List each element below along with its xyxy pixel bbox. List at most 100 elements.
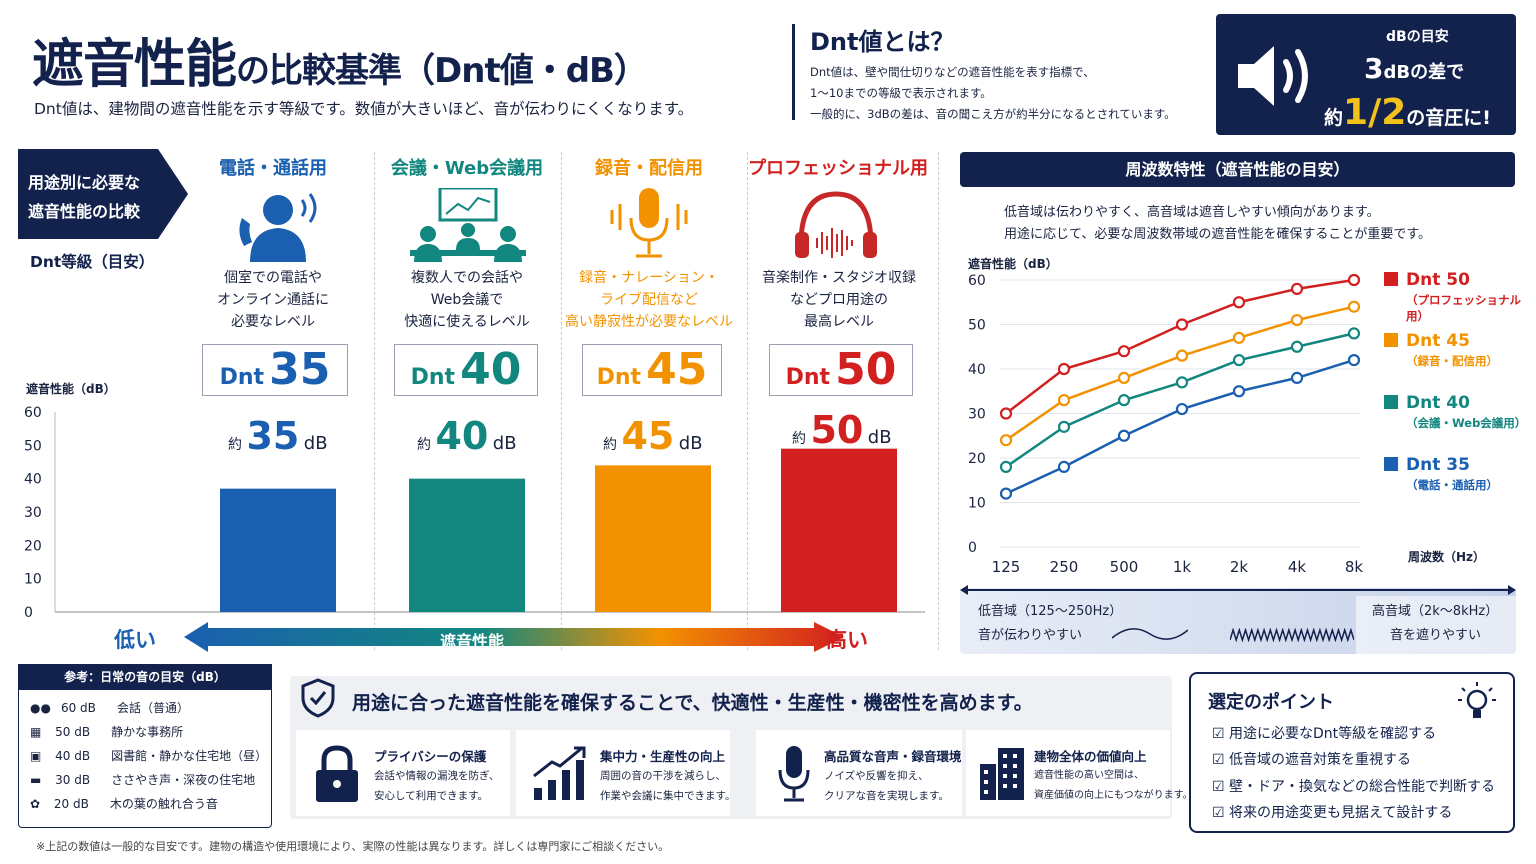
checkbox-icon: ☑ [1212, 726, 1230, 742]
legend-dnt40: Dnt 40 [1384, 393, 1470, 413]
approx-db-45: 約 45 dB [603, 414, 703, 458]
series-point [1117, 345, 1131, 358]
legend-dnt35: Dnt 35 [1384, 455, 1470, 475]
high-band-desc: 音を遮りやすい [1390, 628, 1482, 643]
selection-item: ☑ 壁・ドア・換気などの総合性能で判断する [1212, 779, 1496, 795]
scale-high-label: 高い [826, 628, 868, 652]
benefit-desc: ノイズや反響を抑え、 クリアな音を実現します。 [824, 770, 949, 802]
bar-y-tick: 10 [24, 572, 42, 588]
dnt-badge-45: Dnt 45 [582, 344, 722, 396]
footnote: ※上記の数値は一般的な目安です。建物の構造や使用環境により、実際の性能は異なりま… [36, 840, 670, 853]
bar [220, 488, 336, 612]
reference-row: ●● 60 dB 会話（普通） [30, 701, 189, 715]
approx-db-35: 約 35 dB [228, 414, 328, 458]
benefit-card [516, 730, 730, 816]
series-point [999, 460, 1013, 473]
benefit-title: 集中力・生産性の向上 [600, 749, 726, 764]
line-y-tick: 40 [968, 362, 986, 378]
benefit-desc: 遮音性能の高い空間は、 資産価値の向上にもつながります。 [1034, 770, 1193, 801]
line-x-tick: 8k [1345, 558, 1364, 576]
high-wave-icon [1230, 628, 1354, 642]
bar-y-tick: 20 [24, 538, 42, 554]
column-separator [747, 152, 748, 650]
line-chart: 0 10 20 30 40 50 60 125 250 500 1k 2k 4k 8k [968, 273, 1364, 576]
dnt-grade-label: Dnt等級（目安） [30, 253, 155, 271]
column-separator [561, 152, 562, 650]
bar-chart: 0 10 20 30 40 50 60 [24, 405, 925, 620]
checkbox-icon: ☑ [1212, 805, 1230, 821]
lightbulb-icon [1458, 682, 1496, 718]
frequency-note: 用途に応じて、必要な周波数帯域の遮音性能を確保することが重要です。 [1004, 227, 1432, 242]
benefits-heading: 用途に合った遮音性能を確保することで、快適性・生産性・機密性を高めます。 [352, 692, 1033, 714]
dnt-badge-50: Dnt 50 [769, 344, 913, 396]
title-main: 遮音性能 [32, 35, 237, 95]
selection-heading: 選定のポイント [1208, 692, 1334, 713]
legend-dnt50-sub: （プロフェッショナル用） [1406, 293, 1521, 323]
dnt-badge-35: Dnt 35 [202, 344, 348, 396]
shield-check-icon [301, 678, 335, 718]
category-desc-recording: 録音・ナレーション・ ライブ配信など 高い静寂性が必要なレベル [565, 270, 733, 330]
speaker-icon [1238, 46, 1308, 106]
line-x-tick: 4k [1288, 558, 1307, 576]
benefit-desc: 会話や情報の漏洩を防ぎ、 安心して利用できます。 [374, 770, 500, 802]
legend-dnt50: Dnt 50 [1384, 270, 1470, 290]
legend-dnt35-sub: （電話・通話用） [1406, 478, 1498, 492]
selection-points-panel [1189, 672, 1515, 833]
approx-db-50: 約 50 dB [792, 408, 892, 452]
series-point [1290, 340, 1304, 353]
category-desc-phone: 個室での電話や オンライン通話に 必要なレベル [217, 270, 329, 330]
bar-chart-ylabel: 遮音性能（dB） [26, 382, 116, 396]
category-title-pro: プロフェッショナル用 [748, 158, 928, 179]
line-y-tick: 50 [968, 318, 986, 334]
hint-line3: 約1/2の音圧に! [1324, 92, 1491, 133]
selection-item: ☑ 低音域の遮音対策を重視する [1212, 752, 1412, 768]
series-point [999, 407, 1013, 420]
category-title-meeting: 会議・Web会議用 [390, 158, 544, 179]
microphone-icon [610, 188, 688, 258]
high-band-label: 高音域（2k〜8kHz） [1372, 604, 1499, 619]
lock-icon [316, 745, 358, 802]
page-subtitle: Dnt値は、建物間の遮音性能を示す等級です。数値が大きいほど、音が伝わりにくくな… [34, 100, 694, 118]
low-wave-icon [1112, 628, 1188, 640]
usage-comparison-arrow [18, 149, 188, 239]
dnt-explain-line: 一般的に、3dBの差は、音の聞こえ方が約半分になるとされています。 [810, 107, 1176, 121]
series-point [1117, 429, 1131, 442]
reference-row: ▣ 40 dB 図書館・静かな住宅地（昼） [30, 749, 268, 763]
bar-y-tick: 50 [24, 438, 42, 454]
approx-db-40: 約 40 dB [417, 414, 517, 458]
category-title-recording: 録音・配信用 [595, 158, 703, 179]
benefit-title: 建物全体の価値向上 [1034, 749, 1147, 764]
series-point [1057, 394, 1071, 407]
line-x-tick: 1k [1173, 558, 1192, 576]
line-x-tick: 2k [1230, 558, 1249, 576]
bar-y-tick: 60 [24, 405, 42, 421]
building-icon [980, 748, 1024, 800]
book-icon: ▣ [30, 749, 46, 763]
bar-y-tick: 40 [24, 472, 42, 488]
checkbox-icon: ☑ [1212, 752, 1230, 768]
low-band-desc: 音が伝わりやすい [978, 628, 1083, 643]
series-point [1347, 300, 1361, 313]
selection-item: ☑ 用途に必要なDnt等級を確認する [1212, 726, 1437, 742]
series-point [999, 487, 1013, 500]
benefit-title: 高品質な音声・録音環境 [824, 749, 962, 764]
series-point [1347, 327, 1361, 340]
legend-dnt45: Dnt 45 [1384, 331, 1470, 351]
series-point [1290, 313, 1304, 327]
series-point [1117, 371, 1131, 385]
bar [409, 478, 525, 612]
series-point [1290, 371, 1304, 385]
high-band-bg [1356, 596, 1516, 654]
page-title: 遮音性能の比較基準（Dnt値・dB） [32, 22, 648, 97]
legend-dnt40-sub: （会議・Web会議用） [1406, 416, 1527, 430]
header-divider [792, 24, 795, 120]
reference-row: ▬ 30 dB ささやき声・深夜の住宅地 [30, 773, 256, 787]
reference-row: ✿ 20 dB 木の葉の触れ合う音 [30, 797, 218, 811]
category-desc-meeting: 複数人での会話や Web会議で 快適に使えるレベル [404, 270, 530, 330]
series-point [1347, 353, 1361, 367]
line-y-tick: 30 [968, 407, 986, 423]
bar-y-tick: 30 [24, 505, 42, 521]
hint-line1: dBの目安 [1386, 29, 1449, 45]
studio-mic-icon [778, 746, 810, 802]
series-point [1175, 318, 1189, 331]
